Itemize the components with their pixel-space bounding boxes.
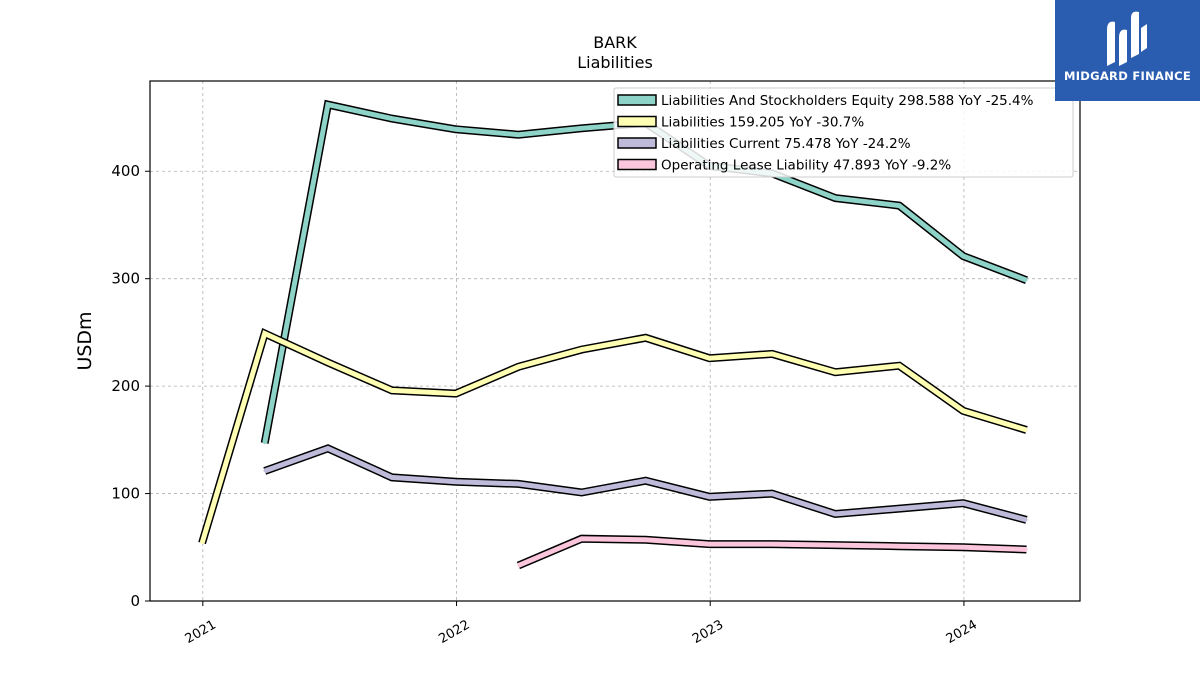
data-point [644,538,647,541]
data-point [770,352,774,356]
data-point [962,254,965,258]
data-point [580,537,583,540]
data-point [962,546,965,549]
y-tick-label: 300 [111,270,140,288]
data-point [898,545,901,548]
brand-name: MIDGARD FINANCE [1063,69,1192,83]
chart-title: BARK [593,33,637,52]
data-point [454,128,458,131]
data-point [644,479,647,482]
x-tick-label: 2022 [436,617,472,647]
y-tick-label: 100 [111,485,140,503]
y-tick-label: 200 [111,377,140,395]
data-point [834,512,837,516]
data-point [708,495,711,498]
data-point [517,482,520,486]
legend-label: Liabilities And Stockholders Equity 298.… [661,93,1034,109]
y-tick-label: 0 [130,592,140,610]
data-point [580,491,583,494]
data-point [263,469,266,473]
x-tick-label: 2024 [944,617,980,647]
data-point [644,336,647,339]
data-point [898,204,901,207]
data-point [708,542,711,546]
data-point [517,133,520,136]
data-point [326,103,330,106]
data-point [580,127,583,130]
midgard-logo-icon [1107,11,1147,66]
data-point [517,564,520,567]
data-point [517,365,520,368]
data-point [263,332,266,335]
x-tick-label: 2023 [690,617,726,647]
legend-swatch [617,137,657,149]
data-point [326,361,330,364]
data-point [962,409,965,413]
chart-subtitle: Liabilities [577,53,653,72]
series-liabilities-current [263,444,1028,524]
data-point [898,507,901,510]
data-point [962,502,965,505]
data-point [708,356,711,360]
data-point [200,541,204,545]
brand-logo: MIDGARD FINANCE [1055,0,1200,101]
data-point [390,476,394,479]
y-axis: 0 100 200 300 400 [111,162,150,610]
data-point [390,389,394,392]
data-point [326,447,330,450]
legend-label: Operating Lease Liability 47.893 YoY -9.… [661,158,951,174]
legend-swatch [617,158,657,171]
data-point [454,392,458,395]
legend-swatch [617,115,657,128]
series-line [199,330,1028,544]
legend-swatch [617,94,657,106]
data-point [834,370,837,374]
series-operating-lease-liability [516,534,1028,570]
data-point [1025,518,1028,522]
data-point [770,492,774,495]
data-point [834,196,837,200]
series-liabilities [198,327,1028,545]
y-tick-label: 400 [111,162,140,180]
data-point [580,348,583,351]
legend-label: Liabilities Current 75.478 YoY -24.2% [661,136,911,152]
x-tick-label: 2021 [183,617,219,647]
legend-box [613,87,1074,178]
data-point [1025,279,1028,282]
plot-frame [149,80,1081,602]
data-point [770,542,774,546]
x-axis: 2021 2022 2023 2024 [183,601,980,647]
data-point [1025,428,1028,432]
legend: Liabilities And Stockholders Equity 298.… [613,87,1074,178]
legend-label: Liabilities 159.205 YoY -30.7% [661,115,864,131]
data-point [263,441,266,445]
data-point [454,480,458,483]
y-axis-label: USDm [74,311,96,370]
data-point [1025,548,1028,551]
data-point [390,117,394,120]
data-point [834,543,837,547]
data-point [898,364,901,367]
